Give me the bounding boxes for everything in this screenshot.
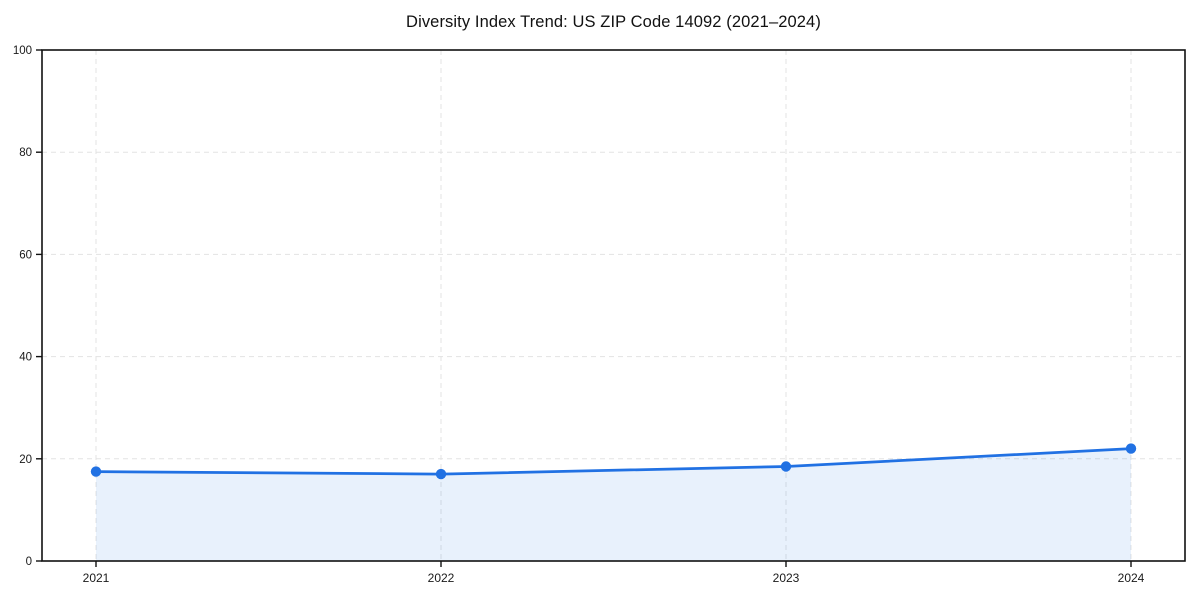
series-area-fill: [96, 448, 1131, 561]
data-point-marker: [435, 468, 447, 480]
y-tick-label: 20: [19, 454, 32, 466]
x-tick-label: 2022: [428, 571, 455, 585]
data-point-marker: [90, 466, 102, 477]
y-tick-label: 40: [19, 352, 32, 364]
x-tick-label: 2023: [773, 571, 800, 585]
y-tick-label: 80: [19, 147, 32, 159]
data-point-marker: [1125, 443, 1137, 454]
series-line: [94, 447, 1133, 476]
x-tick-label: 2021: [83, 571, 110, 585]
plot-spines: [41, 49, 1186, 562]
y-tick-label: 0: [26, 556, 32, 568]
y-tick-label: 100: [13, 45, 32, 57]
chart-title: Diversity Index Trend: US ZIP Code 14092…: [406, 13, 821, 31]
data-point-marker: [780, 461, 792, 472]
x-tick-label: 2024: [1118, 571, 1145, 585]
y-tick-label: 60: [19, 249, 32, 261]
